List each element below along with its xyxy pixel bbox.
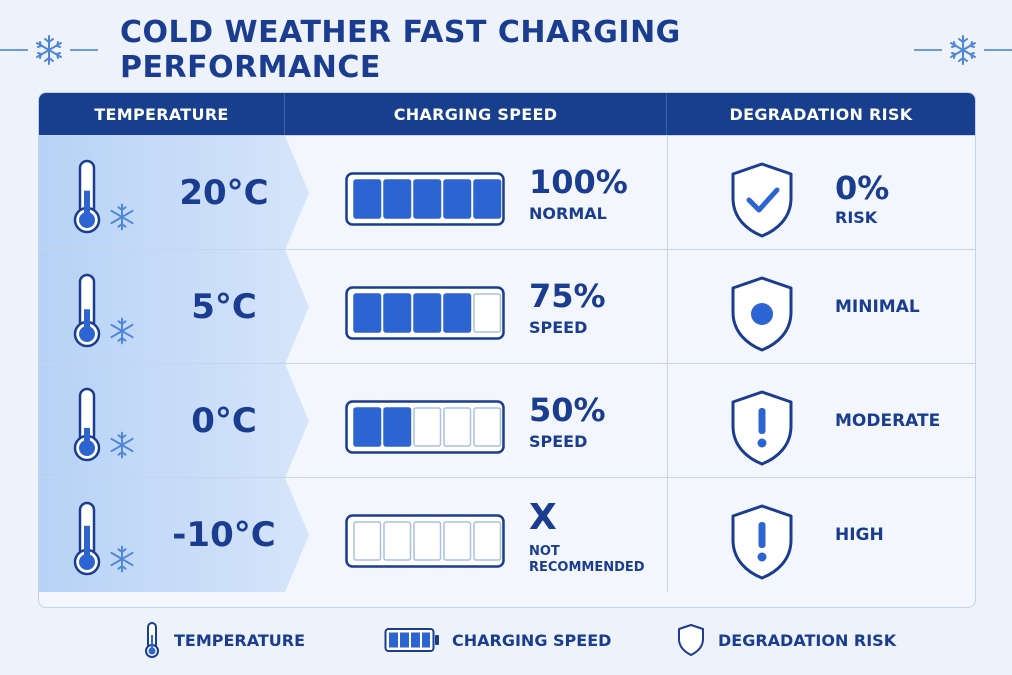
thermometer-icon [73,273,101,348]
table-row: 20°C 100% NORMAL 0% RISK [39,135,975,250]
charging-speed-value: 75% [529,277,606,315]
title-decoration-left [0,33,98,67]
legend-label-charging-speed: CHARGING SPEED [452,630,612,650]
table-row: 0°C 50% SPEED MODERATE [39,363,975,478]
thermometer-icon [73,501,101,576]
degradation-risk-level: HIGH [835,525,884,545]
snowflake-icon [110,203,134,231]
battery-segment-empty [413,521,442,561]
title-decoration-right [914,33,1012,67]
battery-segment-empty [473,407,502,447]
battery-segment-filled [353,407,382,447]
shield-exclamation-icon [731,390,793,466]
temperature-value: 20°C [179,173,269,213]
legend-item-degradation-risk: DEGRADATION RISK [676,618,896,662]
battery-segment-filled [383,179,412,219]
battery-segment-filled [443,179,472,219]
degradation-risk-label: RISK [835,208,878,227]
page-title: COLD WEATHER FAST CHARGING PERFORMANCE [120,15,681,85]
battery-icon [345,172,505,226]
charging-speed-label: SPEED [529,318,588,337]
degradation-risk-value: 0% [835,169,890,207]
thermometer-icon [73,159,101,234]
legend-item-charging-speed: CHARGING SPEED [384,618,611,662]
shield-check-icon [731,162,793,238]
temperature-band [39,250,309,364]
title-bar: COLD WEATHER FAST CHARGING PERFORMANCE [0,15,1012,85]
battery-segment-filled [383,293,412,333]
battery-segment-filled [353,293,382,333]
charging-speed-value: 100% [529,163,628,201]
battery-icon [345,400,505,454]
battery-segment-empty [413,407,442,447]
legend-label-degradation-risk: DEGRADATION RISK [718,630,897,650]
battery-segment-empty [353,521,382,561]
thermometer-icon [73,387,101,462]
battery-segment-empty [473,293,502,333]
degradation-risk-level: MODERATE [835,411,941,431]
charging-speed-label: SPEED [529,432,588,451]
battery-segment-filled [353,179,382,219]
temperature-band [39,364,309,478]
legend-item-temperature: TEMPERATURE [142,618,305,662]
column-divider [667,250,668,364]
snowflake-icon [950,35,976,65]
shield-dot-icon [731,276,793,352]
temperature-band [39,478,309,592]
column-divider [667,478,668,592]
snowflake-icon [110,431,134,459]
snowflake-icon [110,317,134,345]
column-divider [667,136,668,250]
column-header-temperature: TEMPERATURE [39,93,285,135]
battery-segment-empty [473,521,502,561]
battery-segment-filled [443,293,472,333]
thermometer-icon [145,622,159,658]
charging-speed-label: NORMAL [529,204,607,223]
snowflake-icon [110,545,134,573]
battery-icon [384,628,439,652]
battery-icon [345,514,505,568]
battery-segment-filled [383,407,412,447]
table-row: -10°C X NOT RECOMMENDED HIGH [39,477,975,592]
column-divider [667,364,668,478]
not-recommended-mark: X [529,497,557,538]
temperature-value: 0°C [191,401,257,441]
battery-segment-empty [443,521,472,561]
snowflake-icon [36,35,62,65]
table-header: TEMPERATURE CHARGING SPEED DEGRADATION R… [39,93,975,135]
column-header-charging-speed: CHARGING SPEED [285,93,667,135]
temperature-value: 5°C [191,287,257,327]
shield-exclamation-icon [731,504,793,580]
temperature-value: -10°C [172,515,276,555]
legend: TEMPERATURE CHARGING SPEED DEGRADATION R… [0,618,1012,662]
battery-segment-filled [413,179,442,219]
battery-icon [345,286,505,340]
legend-label-temperature: TEMPERATURE [174,630,306,650]
table-row: 5°C 75% SPEED MINIMAL [39,249,975,364]
battery-segment-empty [383,521,412,561]
not-recommended-label: NOT RECOMMENDED [529,544,645,575]
battery-segment-filled [413,293,442,333]
charging-speed-value: 50% [529,391,606,429]
shield-icon [678,624,704,656]
temperature-band [39,136,309,250]
column-header-degradation-risk: DEGRADATION RISK [729,104,913,124]
degradation-risk-level: MINIMAL [835,297,920,317]
battery-segment-empty [443,407,472,447]
performance-table: TEMPERATURE CHARGING SPEED DEGRADATION R… [38,92,976,608]
battery-segment-filled [473,179,502,219]
